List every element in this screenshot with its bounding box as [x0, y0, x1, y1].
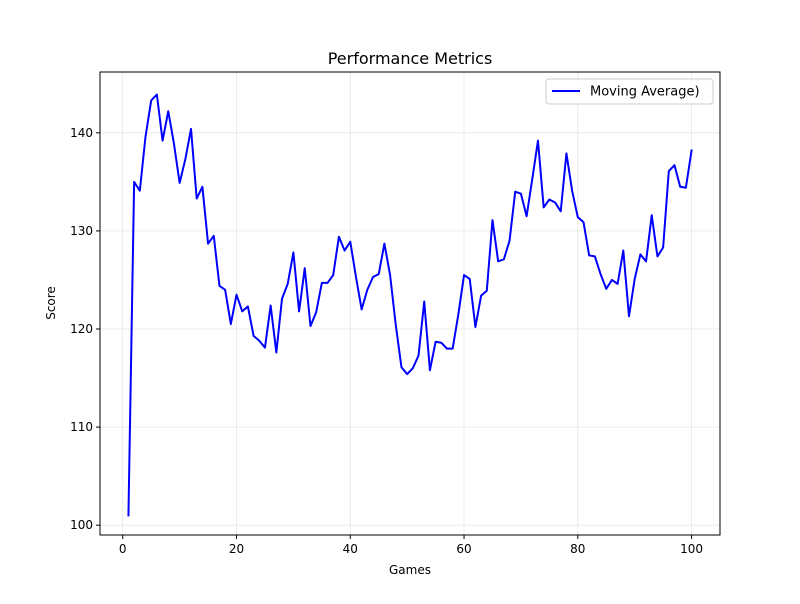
y-tick-label: 110: [70, 420, 93, 434]
y-tick-label: 120: [70, 322, 93, 336]
y-axis-label: Score: [44, 286, 58, 320]
x-tick-label: 0: [119, 542, 127, 556]
chart-title: Performance Metrics: [328, 49, 493, 68]
x-tick-label: 20: [229, 542, 244, 556]
y-tick-label: 130: [70, 224, 93, 238]
y-tick-label: 140: [70, 126, 93, 140]
legend: Moving Average): [546, 79, 713, 104]
x-axis-label: Games: [389, 563, 431, 577]
legend-label: Moving Average): [590, 85, 700, 100]
x-tick-label: 100: [680, 542, 703, 556]
x-tick-label: 80: [570, 542, 585, 556]
x-tick-label: 60: [456, 542, 471, 556]
x-tick-label: 40: [343, 542, 358, 556]
y-tick-label: 100: [70, 518, 93, 532]
